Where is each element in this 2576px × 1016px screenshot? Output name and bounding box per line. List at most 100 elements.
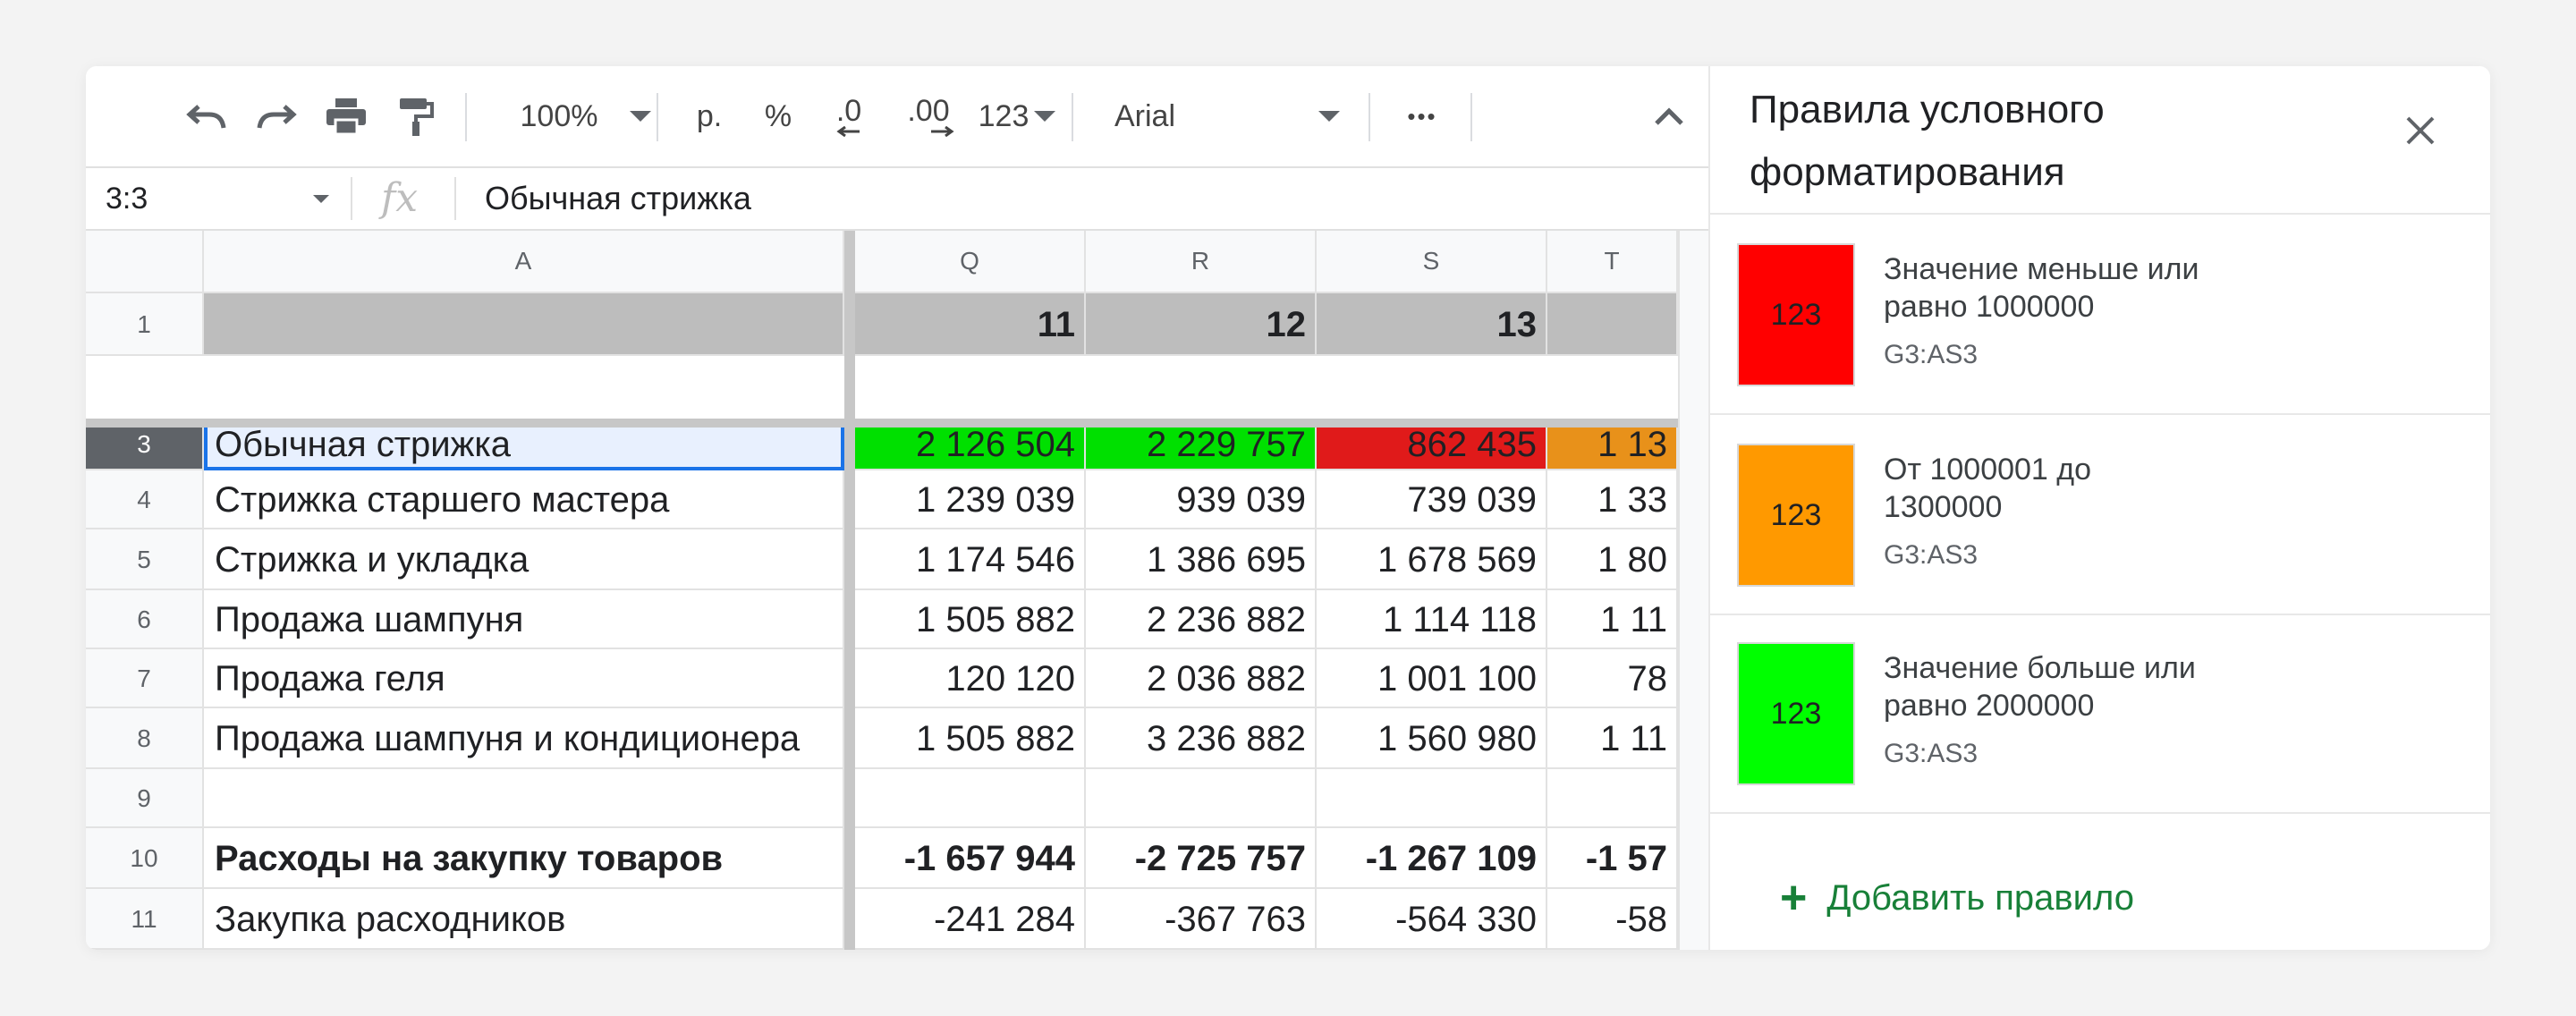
frozen-column-divider[interactable]	[844, 231, 855, 950]
cell-label[interactable]: Продажа геля	[204, 649, 844, 708]
column-header-r[interactable]: R	[1086, 231, 1317, 293]
row-header[interactable]: 10	[86, 828, 204, 889]
redo-icon[interactable]	[245, 66, 308, 166]
cell-value[interactable]	[855, 769, 1086, 828]
cell-value[interactable]: 1 505 882	[855, 708, 1086, 769]
more-dots-icon: •••	[1407, 102, 1437, 130]
cell-value[interactable]: -2 725 757	[1086, 828, 1317, 889]
cell-value[interactable]: -1 267 109	[1317, 828, 1547, 889]
rule-line-2: равно 2000000	[1884, 689, 2095, 723]
cell-value[interactable]: -241 284	[855, 889, 1086, 950]
paint-format-icon[interactable]	[385, 66, 447, 166]
more-formats-label: 123	[978, 98, 1030, 133]
panel-divider	[1710, 812, 2490, 814]
cell-value[interactable]: 1 505 882	[855, 590, 1086, 649]
cell-value[interactable]: -1 57	[1547, 828, 1678, 889]
cell-label[interactable]	[204, 293, 844, 356]
name-box[interactable]: 3:3	[106, 182, 148, 216]
cell-value[interactable]: 739 039	[1317, 470, 1547, 529]
name-box-dropdown-icon[interactable]	[313, 182, 329, 207]
cell-label[interactable]: Расходы на закупку товаров	[204, 828, 844, 889]
select-all-corner[interactable]	[86, 231, 204, 293]
cell-value[interactable]: 2 236 882	[1086, 590, 1317, 649]
more-options-button[interactable]: •••	[1388, 66, 1456, 166]
cell-label[interactable]: Стрижка и укладка	[204, 529, 844, 590]
cell-value[interactable]	[1317, 769, 1547, 828]
percent-format-button[interactable]: %	[751, 66, 805, 166]
zoom-dropdown-icon[interactable]	[614, 66, 667, 166]
cell-value[interactable]: 120 120	[855, 649, 1086, 708]
cell-value[interactable]: -1 657 944	[855, 828, 1086, 889]
divider	[454, 177, 456, 220]
cell-value[interactable]: -58	[1547, 889, 1678, 950]
cell-value[interactable]: 2 126 504	[855, 419, 1086, 470]
percent-label: %	[764, 98, 792, 133]
rule-divider	[1710, 614, 2490, 615]
undo-icon[interactable]	[175, 66, 238, 166]
cell-value[interactable]: 1 11	[1547, 708, 1678, 769]
column-header-a[interactable]: A	[204, 231, 844, 293]
cell-value[interactable]: 1 80	[1547, 529, 1678, 590]
cell-label[interactable]	[204, 769, 844, 828]
row-header[interactable]: 6	[86, 590, 204, 649]
format-rule-item[interactable]: 123 От 1000001 до 1300000 G3:AS3	[1710, 415, 2490, 614]
frozen-row-divider[interactable]	[86, 419, 1678, 428]
formula-input[interactable]: Обычная стрижка	[485, 180, 751, 216]
cell-value[interactable]	[1086, 769, 1317, 828]
cell-label[interactable]: Закупка расходников	[204, 889, 844, 950]
cell-value[interactable]: 1 678 569	[1317, 529, 1547, 590]
spreadsheet-grid[interactable]: AQRST11112132Выручка7 671 97312 066 1376…	[86, 231, 1678, 950]
increase-decimal-button[interactable]: .00	[891, 66, 966, 166]
row-header[interactable]: 1	[86, 293, 204, 356]
more-formats-button[interactable]: 123	[968, 66, 1066, 166]
row-header[interactable]: 9	[86, 769, 204, 828]
cell-value[interactable]: 1 560 980	[1317, 708, 1547, 769]
format-rule-item[interactable]: 123 Значение меньше или равно 1000000 G3:AS…	[1710, 215, 2490, 413]
cell-value[interactable]: 1 239 039	[855, 470, 1086, 529]
divider	[351, 177, 352, 220]
column-header-q[interactable]: Q	[855, 231, 1086, 293]
arrow-left-icon	[836, 126, 860, 137]
cell-value[interactable]: 1 11	[1547, 590, 1678, 649]
column-header-s[interactable]: S	[1317, 231, 1547, 293]
cell-value[interactable]: 1 33	[1547, 470, 1678, 529]
cell-value[interactable]: 12	[1086, 293, 1317, 356]
cell-value[interactable]: 13	[1317, 293, 1547, 356]
cell-value[interactable]	[1547, 293, 1678, 356]
cell-value[interactable]	[1547, 769, 1678, 828]
cell-value[interactable]: 78	[1547, 649, 1678, 708]
print-icon[interactable]	[315, 66, 377, 166]
close-icon[interactable]	[2402, 113, 2438, 148]
add-rule-button[interactable]: + Добавить правило	[1780, 871, 2134, 925]
cell-value[interactable]: 2 036 882	[1086, 649, 1317, 708]
row-header[interactable]: 7	[86, 649, 204, 708]
cell-label[interactable]: Продажа шампуня	[204, 590, 844, 649]
row-header[interactable]: 4	[86, 470, 204, 529]
cell-value[interactable]: -367 763	[1086, 889, 1317, 950]
zoom-select[interactable]: 100%	[483, 66, 635, 166]
cell-value[interactable]: 11	[855, 293, 1086, 356]
row-header[interactable]: 11	[86, 889, 204, 950]
cell-value[interactable]: -564 330	[1317, 889, 1547, 950]
cell-value[interactable]: 939 039	[1086, 470, 1317, 529]
toolbar: 100% р. % .0 .00 123 Arial •••	[86, 66, 1708, 166]
rule-line-2: 1300000	[1884, 490, 2003, 524]
column-header-t[interactable]: T	[1547, 231, 1678, 293]
format-rule-item[interactable]: 123 Значение больше или равно 2000000 G3:AS…	[1710, 614, 2490, 812]
cell-value[interactable]: 1 386 695	[1086, 529, 1317, 590]
cell-value[interactable]: 1 001 100	[1317, 649, 1547, 708]
toolbar-divider	[1072, 93, 1073, 141]
cell-value[interactable]: 1 174 546	[855, 529, 1086, 590]
cell-value[interactable]: 1 114 118	[1317, 590, 1547, 649]
row-header[interactable]: 8	[86, 708, 204, 769]
cell-label[interactable]: Продажа шампуня и кондиционера	[204, 708, 844, 769]
font-dropdown-icon[interactable]	[1302, 66, 1356, 166]
font-select[interactable]: Arial	[1097, 66, 1365, 166]
cell-label[interactable]: Стрижка старшего мастера	[204, 470, 844, 529]
rule-divider	[1710, 413, 2490, 415]
collapse-toolbar-icon[interactable]	[1640, 66, 1698, 166]
currency-format-button[interactable]: р.	[678, 66, 741, 166]
row-header[interactable]: 5	[86, 529, 204, 590]
cell-value[interactable]: 3 236 882	[1086, 708, 1317, 769]
decrease-decimal-button[interactable]: .0	[818, 66, 880, 166]
